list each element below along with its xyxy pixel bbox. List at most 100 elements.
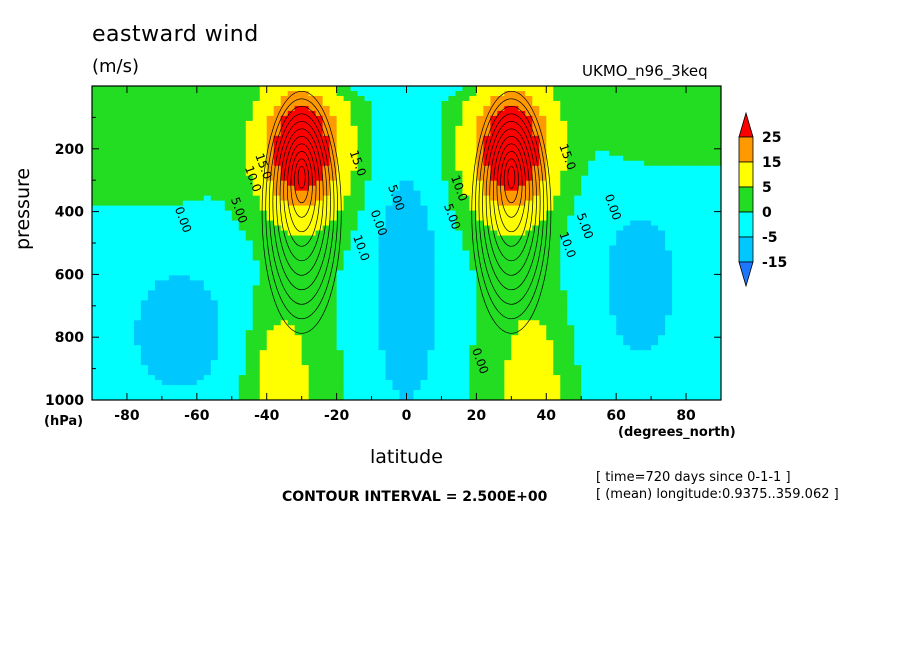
heatmap-cell	[623, 125, 631, 132]
heatmap-cell	[210, 225, 219, 232]
heatmap-cell	[98, 110, 107, 117]
heatmap-cell	[392, 225, 401, 232]
heatmap-cell	[308, 205, 317, 212]
heatmap-cell	[189, 305, 198, 311]
heatmap-cell	[574, 135, 582, 142]
heatmap-cell	[385, 150, 394, 157]
heatmap-cell	[322, 110, 331, 117]
heatmap-cell	[189, 255, 198, 262]
heatmap-cell	[497, 280, 505, 286]
heatmap-cell	[238, 260, 247, 267]
heatmap-cell	[567, 115, 575, 122]
heatmap-cell	[385, 110, 394, 117]
heatmap-cell	[714, 125, 721, 132]
heatmap-cell	[546, 285, 554, 291]
heatmap-cell	[273, 195, 282, 202]
heatmap-cell	[644, 290, 652, 296]
heatmap-cell	[189, 145, 198, 152]
heatmap-cell	[308, 230, 317, 237]
heatmap-cell	[497, 350, 505, 356]
heatmap-cell	[105, 210, 114, 217]
heatmap-cell	[427, 130, 436, 137]
heatmap-cell	[616, 130, 624, 137]
heatmap-cell	[637, 295, 645, 301]
heatmap-cell	[602, 280, 610, 286]
heatmap-cell	[406, 205, 415, 212]
heatmap-cell	[595, 280, 603, 286]
heatmap-cell	[700, 215, 708, 222]
heatmap-cell	[665, 230, 673, 237]
heatmap-cell	[595, 130, 603, 137]
heatmap-cell	[434, 200, 443, 207]
heatmap-cell	[217, 135, 226, 142]
heatmap-cell	[175, 355, 184, 361]
heatmap-cell	[224, 285, 233, 291]
heatmap-cell	[259, 185, 268, 192]
heatmap-cell	[665, 240, 673, 247]
heatmap-cell	[245, 355, 254, 361]
heatmap-cell	[672, 115, 680, 122]
heatmap-cell	[455, 295, 464, 301]
heatmap-cell	[217, 165, 226, 172]
heatmap-cell	[567, 90, 575, 97]
heatmap-cell	[434, 305, 443, 311]
heatmap-cell	[105, 105, 114, 112]
heatmap-cell	[406, 300, 415, 306]
heatmap-cell	[343, 160, 352, 167]
heatmap-cell	[532, 140, 540, 147]
heatmap-cell	[595, 290, 603, 296]
heatmap-cell	[588, 340, 596, 346]
heatmap-cell	[406, 110, 415, 117]
heatmap-cell	[280, 350, 289, 356]
heatmap-cell	[105, 250, 114, 257]
heatmap-cell	[476, 215, 484, 222]
heatmap-cell	[644, 86, 652, 92]
heatmap-cell	[672, 100, 680, 107]
heatmap-cell	[238, 220, 247, 227]
heatmap-cell	[623, 295, 631, 301]
heatmap-cell	[238, 195, 247, 202]
heatmap-cell	[301, 105, 310, 112]
heatmap-cell	[700, 150, 708, 157]
heatmap-cell	[112, 125, 121, 132]
heatmap-cell	[497, 290, 505, 296]
heatmap-cell	[490, 215, 498, 222]
heatmap-cell	[658, 250, 666, 257]
heatmap-cell	[427, 310, 436, 316]
heatmap-cell	[469, 355, 477, 361]
heatmap-cell	[112, 225, 121, 232]
heatmap-cell	[539, 105, 547, 112]
heatmap-cell	[630, 150, 638, 157]
heatmap-cell	[434, 165, 443, 172]
heatmap-cell	[231, 86, 240, 92]
heatmap-cell	[203, 125, 212, 132]
heatmap-cell	[567, 240, 575, 247]
heatmap-cell	[259, 170, 268, 177]
heatmap-cell	[462, 265, 470, 272]
heatmap-cell	[434, 180, 443, 187]
heatmap-cell	[679, 185, 687, 192]
heatmap-cell	[525, 260, 533, 267]
heatmap-cell	[609, 200, 617, 207]
heatmap-cell	[483, 235, 491, 242]
heatmap-cell	[441, 250, 450, 257]
heatmap-cell	[420, 180, 429, 187]
heatmap-cell	[616, 205, 624, 212]
heatmap-cell	[133, 290, 142, 296]
heatmap-cell	[448, 340, 457, 346]
heatmap-cell	[189, 265, 198, 272]
heatmap-cell	[126, 155, 135, 162]
heatmap-cell	[483, 185, 491, 192]
heatmap-cell	[266, 140, 275, 147]
heatmap-cell	[210, 145, 219, 152]
heatmap-cell	[287, 135, 296, 142]
heatmap-cell	[196, 140, 205, 147]
heatmap-cell	[357, 325, 366, 331]
heatmap-cell	[532, 295, 540, 301]
heatmap-cell	[546, 125, 554, 132]
heatmap-cell	[259, 320, 268, 326]
heatmap-cell	[140, 170, 149, 177]
heatmap-cell	[602, 185, 610, 192]
heatmap-cell	[217, 275, 226, 281]
heatmap-cell	[399, 110, 408, 117]
